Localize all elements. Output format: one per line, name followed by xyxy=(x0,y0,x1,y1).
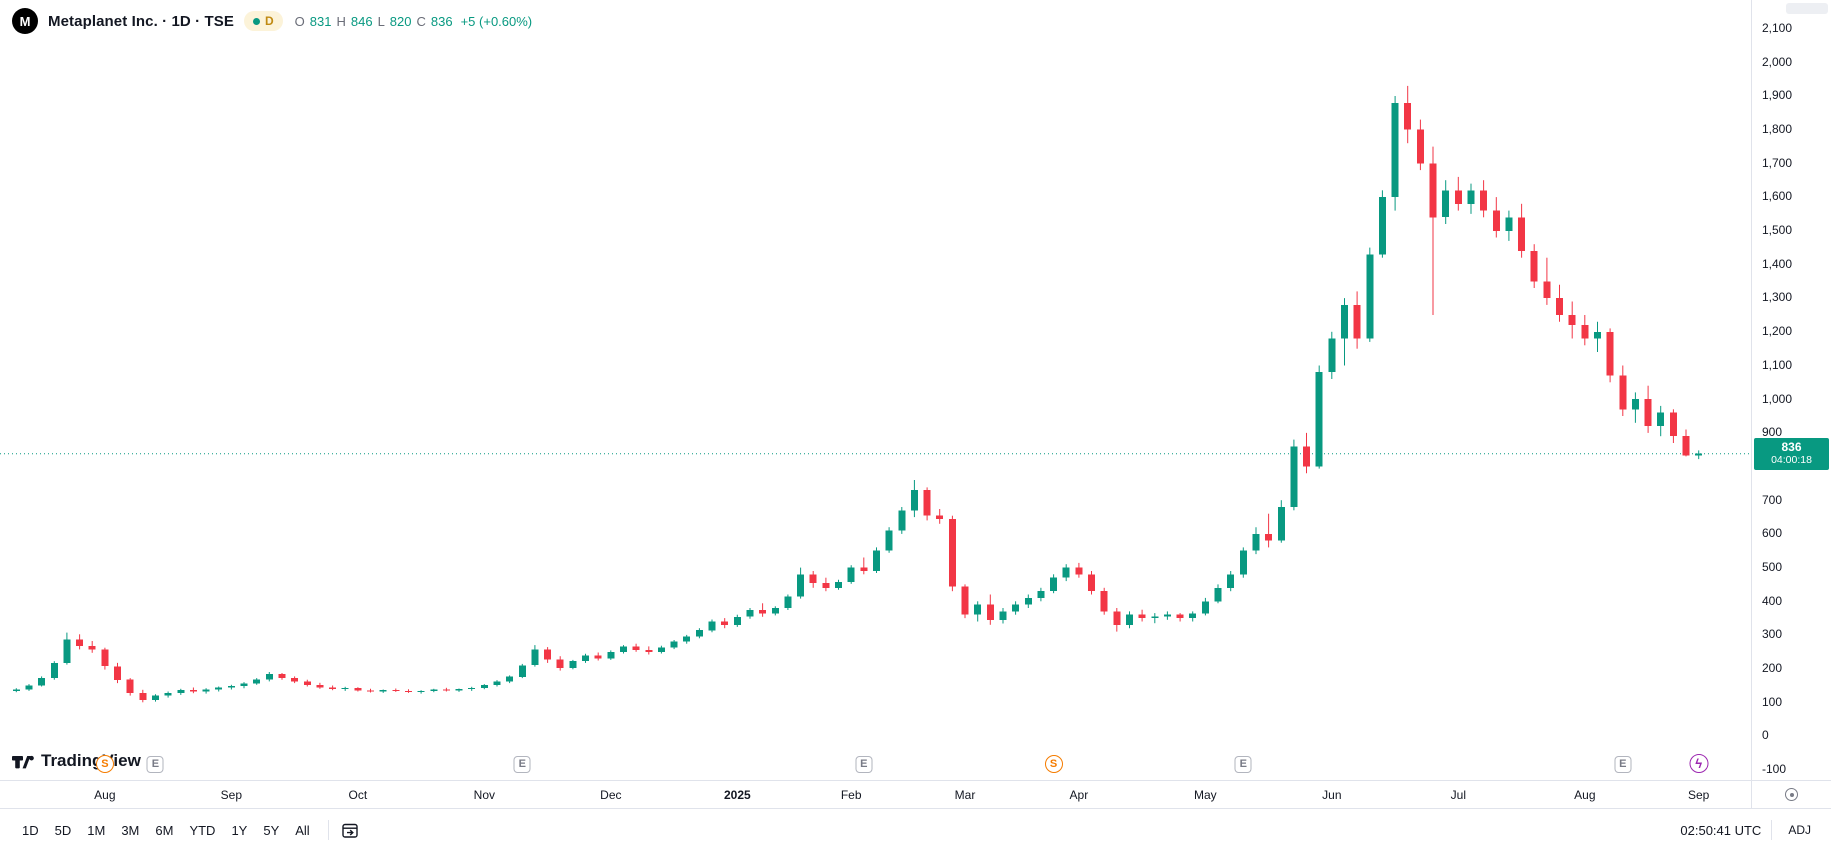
axis-corner xyxy=(1751,781,1831,808)
go-to-date-icon xyxy=(342,823,358,838)
adjust-toggle[interactable]: ADJ xyxy=(1782,819,1817,841)
time-axis-row: Aug Sep Oct Nov Dec 2025 Feb Mar Apr May Jun Jul Aug… xyxy=(0,780,1831,808)
close-label: C xyxy=(416,13,426,29)
open-value: 831 xyxy=(309,13,332,29)
price-axis[interactable]: 2,100 2,000 1,900 1,800 1,700 1,600 1,500 1,400… xyxy=(1751,0,1831,780)
data-status-badge[interactable]: D xyxy=(243,11,283,31)
range-button-All[interactable]: All xyxy=(287,818,317,843)
price-axis-label: 300 xyxy=(1762,627,1783,642)
range-button-1M[interactable]: 1M xyxy=(79,818,113,843)
range-button-1D[interactable]: 1D xyxy=(14,818,47,843)
time-axis[interactable]: Aug Sep Oct Nov Dec 2025 Feb Mar Apr May Jun Jul Aug… xyxy=(0,781,1751,808)
price-axis-label: 1,700 xyxy=(1762,155,1793,170)
range-button-YTD[interactable]: YTD xyxy=(181,818,223,843)
time-axis-label: Feb xyxy=(840,787,862,802)
last-price-value: 836 xyxy=(1781,439,1802,454)
earnings-marker[interactable]: E xyxy=(513,756,531,773)
price-axis-label: 400 xyxy=(1762,593,1783,608)
toolbar-divider-right xyxy=(1771,820,1773,840)
earnings-marker[interactable]: E xyxy=(146,756,164,773)
chart-pane[interactable]: M Metaplanet Inc. · 1D · TSE D O 831 H 8… xyxy=(0,0,1751,780)
time-axis-label: 2025 xyxy=(723,787,751,802)
price-axis-label: 2,000 xyxy=(1762,54,1793,69)
chart-legend: M Metaplanet Inc. · 1D · TSE D O 831 H 8… xyxy=(12,8,532,34)
clock-utc[interactable]: 02:50:41 UTC xyxy=(1680,822,1762,838)
toolbar-left: 1D 5D 1M 3M 6M YTD 1Y 5Y All xyxy=(14,818,362,843)
scale-settings-icon[interactable] xyxy=(1785,788,1798,801)
earnings-marker[interactable]: E xyxy=(1234,756,1252,773)
high-label: H xyxy=(336,13,346,29)
toolbar-right: 02:50:41 UTC ADJ xyxy=(1680,819,1817,841)
price-axis-label: 900 xyxy=(1762,425,1783,440)
time-axis-label: Apr xyxy=(1069,787,1089,802)
tradingview-watermark-text: TradingView xyxy=(41,751,141,770)
price-axis-label: 500 xyxy=(1762,559,1783,574)
price-axis-label: 1,200 xyxy=(1762,324,1793,339)
time-axis-label: May xyxy=(1194,787,1217,802)
event-marker[interactable]: ϟ xyxy=(1689,754,1709,773)
price-axis-label: 1,400 xyxy=(1762,256,1793,271)
time-axis-label: Dec xyxy=(600,787,622,802)
bottom-toolbar: 1D 5D 1M 3M 6M YTD 1Y 5Y All 02:50:41 UTC ADJ xyxy=(0,808,1831,851)
price-axis-label: 1,600 xyxy=(1762,189,1793,204)
open-label: O xyxy=(294,13,305,29)
time-axis-label: Aug xyxy=(1574,787,1596,802)
go-to-date-button[interactable] xyxy=(339,819,362,842)
price-axis-label: -100 xyxy=(1762,762,1787,776)
time-axis-label: Nov xyxy=(473,787,496,802)
range-button-3M[interactable]: 3M xyxy=(113,818,147,843)
last-price-badge: 836 04:00:18 xyxy=(1754,437,1829,470)
price-axis-label: 0 xyxy=(1762,728,1769,743)
high-value: 846 xyxy=(350,13,373,29)
split-marker[interactable]: S xyxy=(95,755,114,773)
interval-badge-label: D xyxy=(264,14,274,28)
candlestick-chart xyxy=(0,85,1751,703)
range-buttons: 1D 5D 1M 3M 6M YTD 1Y 5Y All xyxy=(14,818,318,843)
price-axis-label: 700 xyxy=(1762,492,1783,507)
change-value: +5 (+0.60%) xyxy=(460,13,533,29)
time-axis-label: Sep xyxy=(220,787,243,802)
time-axis-label: Aug xyxy=(94,787,116,802)
price-axis-label: 1,300 xyxy=(1762,290,1793,305)
price-axis-label: 1,900 xyxy=(1762,88,1793,103)
low-value: 820 xyxy=(389,13,412,29)
top-right-widget xyxy=(1786,3,1828,14)
price-axis-label: 1,500 xyxy=(1762,223,1793,238)
range-button-5Y[interactable]: 5Y xyxy=(255,818,287,843)
range-button-6M[interactable]: 6M xyxy=(147,818,181,843)
price-axis-label: 1,000 xyxy=(1762,391,1793,406)
bar-countdown: 04:00:18 xyxy=(1771,454,1812,467)
time-axis-label: Sep xyxy=(1687,787,1710,802)
price-axis-label: 1,100 xyxy=(1762,357,1793,372)
close-value: 836 xyxy=(430,13,453,29)
symbol-title[interactable]: Metaplanet Inc. · 1D · TSE xyxy=(48,12,234,30)
price-axis-label: 1,800 xyxy=(1762,122,1793,137)
low-label: L xyxy=(377,13,385,29)
tradingview-logo-icon xyxy=(12,755,34,769)
time-axis-label: Jul xyxy=(1450,787,1466,802)
tradingview-watermark[interactable]: TradingView xyxy=(12,751,141,771)
price-axis-label: 100 xyxy=(1762,694,1783,709)
price-axis-label: 2,100 xyxy=(1762,21,1793,35)
earnings-marker[interactable]: E xyxy=(1614,756,1632,773)
earnings-marker[interactable]: E xyxy=(855,756,873,773)
market-status-dot xyxy=(252,17,260,25)
range-button-5D[interactable]: 5D xyxy=(47,818,80,843)
chart-main-row: M Metaplanet Inc. · 1D · TSE D O 831 H 8… xyxy=(0,0,1831,780)
time-axis-label: Mar xyxy=(954,787,976,802)
price-axis-label: 200 xyxy=(1762,660,1783,675)
symbol-logo[interactable]: M xyxy=(12,8,38,34)
range-button-1Y[interactable]: 1Y xyxy=(223,818,255,843)
price-axis-label: 600 xyxy=(1762,526,1783,541)
toolbar-divider xyxy=(327,820,329,840)
split-marker[interactable]: S xyxy=(1044,755,1063,773)
time-axis-label: Oct xyxy=(348,787,368,802)
ohlc-values: O 831 H 846 L 820 C 836 +5 (+0.60%) xyxy=(295,14,533,29)
time-axis-label: Jun xyxy=(1322,787,1342,802)
